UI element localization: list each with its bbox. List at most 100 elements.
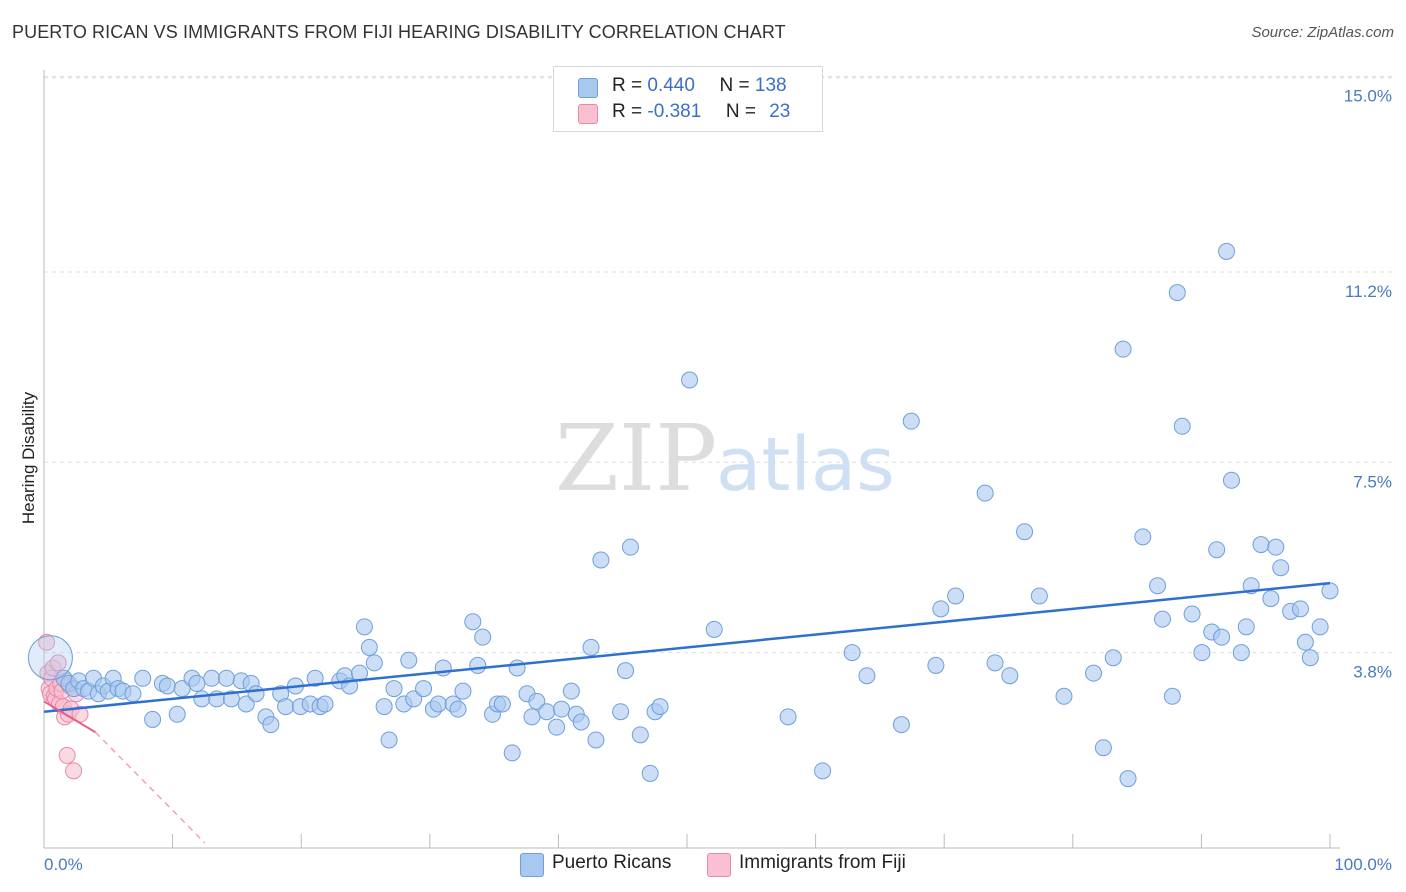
legend-swatch-blue (578, 78, 598, 98)
data-point-puerto-rican (582, 638, 600, 656)
data-point-puerto-rican (493, 695, 511, 713)
data-point-puerto-rican (1296, 633, 1314, 651)
data-point-puerto-rican (552, 700, 570, 718)
data-point-puerto-rican (814, 762, 832, 780)
data-point-puerto-rican (277, 698, 295, 716)
data-point-puerto-rican (1232, 644, 1250, 662)
data-point-puerto-rican (617, 662, 635, 680)
legend-r-label: R = (612, 75, 643, 96)
data-point-puerto-rican (173, 680, 191, 698)
y-tick-label: 7.5% (1353, 472, 1392, 491)
data-point-puerto-rican (188, 674, 206, 692)
data-point-puerto-rican (306, 669, 324, 687)
data-point-puerto-rican (572, 713, 590, 731)
data-point-puerto-rican (1085, 664, 1103, 682)
data-point-puerto-rican (621, 538, 639, 556)
data-point-puerto-rican (222, 690, 240, 708)
data-point-puerto-rican (237, 695, 255, 713)
data-point-puerto-rican (1154, 610, 1172, 628)
data-point-puerto-rican (612, 703, 630, 721)
data-point-puerto-rican (262, 716, 280, 734)
data-point-puerto-rican (1252, 536, 1270, 554)
data-point-puerto-rican (217, 669, 235, 687)
y-tick-label: 11.2% (1345, 282, 1392, 301)
data-point-fiji (38, 633, 56, 651)
data-point-puerto-rican (1119, 770, 1137, 788)
data-point-puerto-rican (400, 651, 418, 669)
data-point-puerto-rican (429, 695, 447, 713)
source-label: Source: ZipAtlas.com (1251, 24, 1394, 41)
trend-line-fiji (43, 700, 96, 734)
data-point-puerto-rican (1222, 471, 1240, 489)
data-point-puerto-rican (947, 587, 965, 605)
data-point-puerto-rican (1208, 541, 1226, 559)
data-point-puerto-rican (1291, 600, 1309, 618)
series-puerto-rican-points (27, 242, 1339, 788)
data-point-puerto-rican (193, 690, 211, 708)
y-tick-labels: 3.8% 7.5% 11.2% 15.0% (1344, 87, 1392, 682)
data-point-puerto-rican (355, 618, 373, 636)
data-point-puerto-rican (1016, 523, 1034, 541)
data-point-puerto-rican (168, 705, 186, 723)
data-point-puerto-rican (631, 726, 649, 744)
legend-r-label: R = (612, 101, 643, 122)
data-point-puerto-rican (203, 669, 221, 687)
data-point-puerto-rican (134, 669, 152, 687)
x-tick-label: 0.0% (44, 855, 83, 874)
watermark-zip: ZIP (555, 405, 717, 512)
data-point-puerto-rican (1030, 587, 1048, 605)
data-point-puerto-rican (1262, 590, 1280, 608)
legend-text-1: R = -0.381 N = 23 (612, 101, 790, 123)
grid-lines (44, 76, 1392, 654)
data-point-puerto-rican (1055, 687, 1073, 705)
data-point-puerto-rican (385, 680, 403, 698)
data-point-puerto-rican (1134, 528, 1152, 546)
trend-line-puerto-rican (43, 581, 1331, 713)
data-point-puerto-rican (1168, 284, 1186, 302)
data-point-puerto-rican (562, 682, 580, 700)
data-point-puerto-rican (1218, 242, 1236, 260)
chart-title: PUERTO RICAN VS IMMIGRANTS FROM FIJI HEA… (12, 22, 786, 42)
correlation-legend: R = 0.440 N = 138 R = -0.381 N = 23 (553, 66, 823, 132)
data-point-puerto-rican (681, 371, 699, 389)
data-point-puerto-rican (1213, 628, 1231, 646)
data-point-puerto-rican (158, 677, 176, 695)
data-point-puerto-rican (528, 692, 546, 710)
data-point-puerto-rican (843, 644, 861, 662)
data-point-puerto-rican (1001, 667, 1019, 685)
data-point-puerto-rican (1183, 605, 1201, 623)
data-point-puerto-rican (587, 731, 605, 749)
data-point-fiji (65, 762, 83, 780)
y-axis-title: Hearing Disability (19, 391, 38, 524)
data-point-puerto-rican (1104, 649, 1122, 667)
legend-text-0: R = 0.440 N = 138 (612, 75, 787, 97)
data-point-puerto-rican (247, 685, 265, 703)
data-point-puerto-rican (474, 628, 492, 646)
data-point-puerto-rican (779, 708, 797, 726)
data-point-puerto-rican (405, 690, 423, 708)
data-point-puerto-rican (1272, 559, 1290, 577)
data-point-puerto-rican (548, 718, 566, 736)
data-point-puerto-rican (902, 412, 920, 430)
data-point-puerto-rican (1114, 340, 1132, 358)
data-point-puerto-rican (365, 654, 383, 672)
y-tick-label: 3.8% (1353, 663, 1392, 682)
bottom-legend-swatch-blue (520, 853, 544, 877)
bottom-legend-swatch-pink (707, 853, 731, 877)
data-point-puerto-rican (592, 551, 610, 569)
legend-n-value: 23 (769, 101, 791, 122)
legend-r-value: -0.381 (647, 101, 702, 122)
data-point-puerto-rican (651, 698, 669, 716)
trend-lines (43, 581, 1331, 844)
data-point-puerto-rican (124, 685, 142, 703)
data-point-puerto-rican (469, 656, 487, 674)
legend-r-value: 0.440 (647, 75, 695, 96)
y-tick-label: 15.0% (1344, 87, 1392, 106)
data-point-puerto-rican (1237, 618, 1255, 636)
data-point-puerto-rican (1193, 644, 1211, 662)
data-point-puerto-rican (316, 695, 334, 713)
data-point-cluster (27, 635, 73, 681)
data-point-puerto-rican (360, 638, 378, 656)
data-point-puerto-rican (641, 764, 659, 782)
